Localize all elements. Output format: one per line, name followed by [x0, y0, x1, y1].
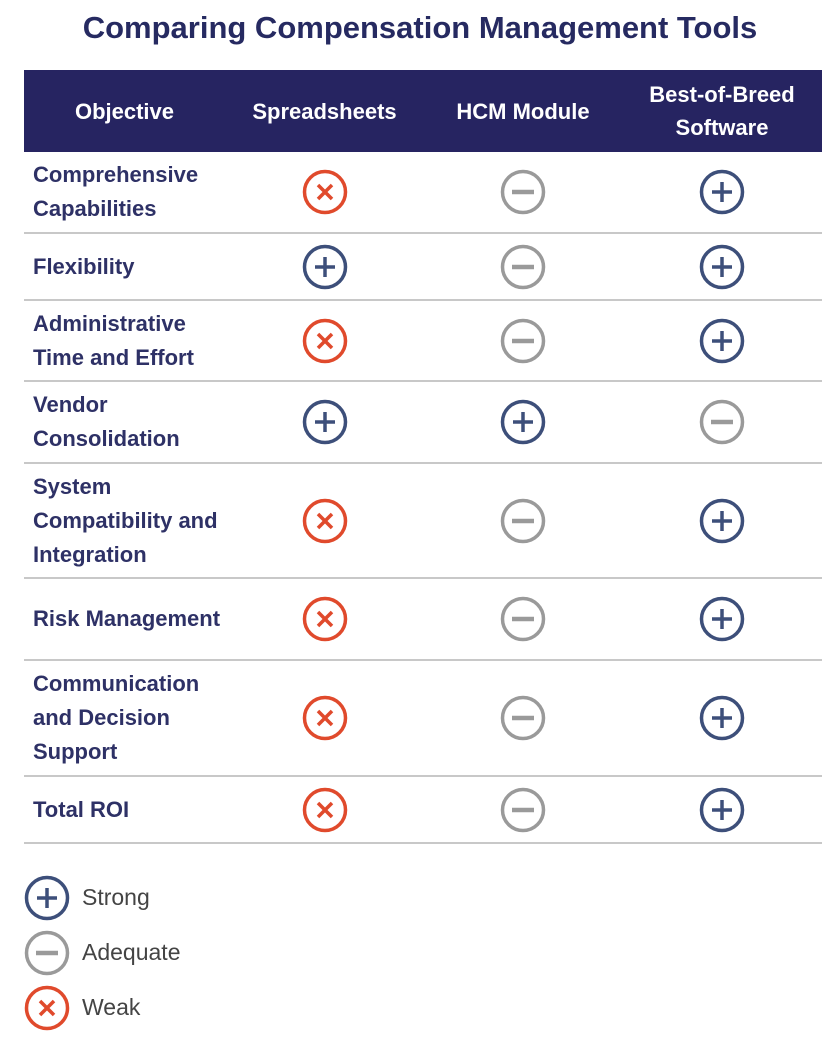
plus-circle-icon	[302, 244, 347, 289]
legend-label: Adequate	[82, 939, 181, 965]
legend-item-adequate: Adequate	[24, 925, 180, 980]
rating-cell	[424, 300, 622, 382]
table-row: Flexibility	[24, 233, 822, 301]
minus-circle-icon	[500, 318, 546, 363]
x-circle-icon	[302, 596, 347, 642]
plus-circle-icon	[699, 318, 745, 363]
plus-circle-icon	[24, 875, 70, 920]
rating-cell	[225, 660, 424, 777]
x-circle-icon	[302, 498, 347, 543]
header-best-of-breed: Best-of-Breed Software	[622, 70, 822, 152]
table-row: Vendor Consolidation	[24, 381, 822, 464]
minus-circle-icon	[500, 498, 546, 543]
rating-cell	[225, 300, 424, 382]
x-circle-icon	[302, 318, 347, 363]
plus-circle-icon	[699, 596, 745, 642]
rating-cell	[622, 152, 822, 234]
legend-label: Strong	[82, 884, 150, 910]
objective-label: Administrative Time and Effort	[24, 300, 225, 382]
header-hcm-module: HCM Module	[424, 70, 622, 152]
legend-item-weak: Weak	[24, 980, 180, 1035]
rating-cell	[225, 463, 424, 579]
legend: Strong Adequate Weak	[24, 870, 180, 1035]
objective-label: Total ROI	[24, 776, 225, 844]
rating-cell	[424, 463, 622, 579]
table-row: Communication and Decision Support	[24, 660, 822, 777]
page-title: Comparing Compensation Management Tools	[82, 10, 758, 45]
rating-cell	[622, 660, 822, 777]
rating-cell	[622, 381, 822, 464]
header-spreadsheets: Spreadsheets	[225, 70, 424, 152]
rating-cell	[424, 578, 622, 661]
minus-circle-icon	[500, 787, 546, 832]
x-circle-icon	[302, 787, 347, 832]
minus-circle-icon	[500, 695, 546, 741]
table-row: Total ROI	[24, 776, 822, 844]
objective-label: Risk Management	[24, 578, 225, 661]
plus-circle-icon	[699, 695, 745, 741]
minus-circle-icon	[500, 169, 546, 215]
plus-circle-icon	[699, 787, 745, 832]
objective-label: Flexibility	[24, 233, 225, 301]
rating-cell	[622, 233, 822, 301]
plus-circle-icon	[699, 498, 745, 543]
rating-cell	[424, 660, 622, 777]
objective-label: System Compatibility and Integration	[24, 463, 225, 579]
rating-cell	[424, 152, 622, 234]
rating-cell	[225, 233, 424, 301]
objective-label: Vendor Consolidation	[24, 381, 225, 464]
x-circle-icon	[302, 169, 347, 215]
rating-cell	[225, 152, 424, 234]
plus-circle-icon	[699, 169, 745, 215]
minus-circle-icon	[500, 596, 546, 642]
objective-label: Comprehensive Capabilities	[24, 152, 225, 234]
table-row: Administrative Time and Effort	[24, 300, 822, 382]
header-objective: Objective	[24, 70, 225, 152]
rating-cell	[424, 776, 622, 844]
plus-circle-icon	[500, 399, 546, 445]
rating-cell	[622, 578, 822, 661]
minus-circle-icon	[699, 399, 745, 445]
rating-cell	[622, 300, 822, 382]
minus-circle-icon	[500, 244, 546, 289]
objective-label: Communication and Decision Support	[24, 660, 225, 777]
table-row: Comprehensive Capabilities	[24, 152, 822, 234]
rating-cell	[424, 381, 622, 464]
x-circle-icon	[24, 985, 70, 1030]
table-row: Risk Management	[24, 578, 822, 661]
rating-cell	[622, 463, 822, 579]
legend-item-strong: Strong	[24, 870, 180, 925]
legend-label: Weak	[82, 994, 141, 1020]
rating-cell	[622, 776, 822, 844]
plus-circle-icon	[699, 244, 745, 289]
plus-circle-icon	[302, 399, 347, 445]
rating-cell	[225, 578, 424, 661]
minus-circle-icon	[24, 930, 70, 975]
rating-cell	[225, 776, 424, 844]
rating-cell	[424, 233, 622, 301]
comparison-table: Objective Spreadsheets HCM Module Best-o…	[24, 70, 822, 844]
table-row: System Compatibility and Integration	[24, 463, 822, 579]
rating-cell	[225, 381, 424, 464]
x-circle-icon	[302, 695, 347, 741]
